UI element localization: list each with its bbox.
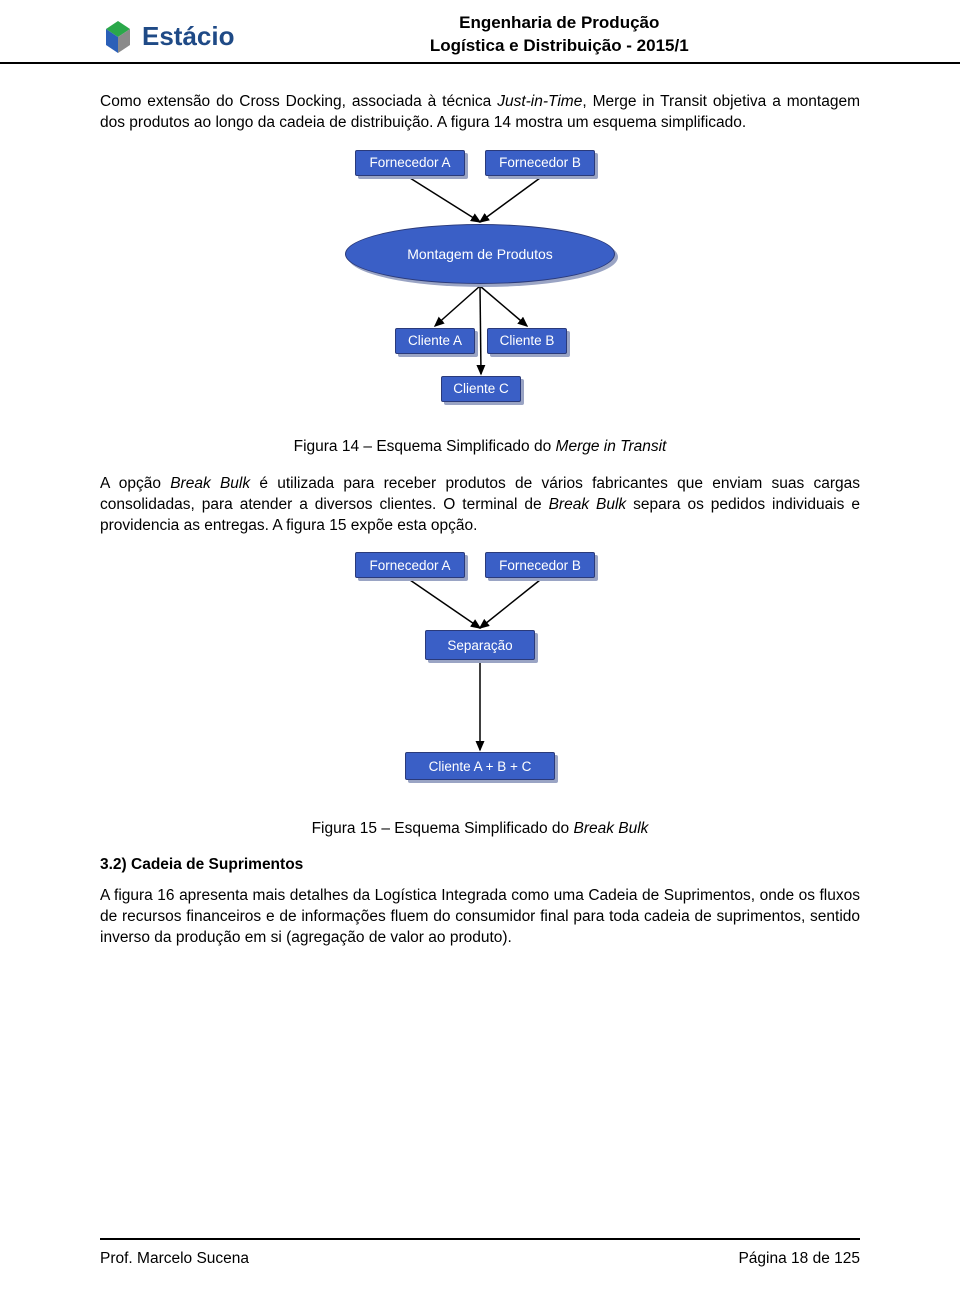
diagram-14-wrap: Fornecedor A Fornecedor B Montagem de Prod… [100, 150, 860, 430]
paragraph-2: A opção Break Bulk é utilizada para rece… [100, 474, 860, 537]
header-title-1: Engenharia de Produção [259, 12, 861, 35]
cap14-pre: Figura 14 – Esquema Simplificado do [294, 438, 556, 455]
diagram-edge [410, 178, 480, 222]
diagram-node-fb: Fornecedor B [485, 150, 595, 176]
diagram-node-cb: Cliente B [487, 328, 567, 354]
diagram-edge [410, 580, 480, 628]
cap15-it: Break Bulk [573, 820, 648, 837]
diagram-node-mp: Montagem de Produtos [345, 224, 615, 284]
diagram-14: Fornecedor A Fornecedor B Montagem de Prod… [315, 150, 645, 430]
cap14-it: Merge in Transit [556, 438, 667, 455]
p1-pre: Como extensão do Cross Docking, associad… [100, 93, 497, 110]
logo-mark [100, 19, 136, 55]
diagram-node-sep: Separação [425, 630, 535, 660]
p2-bb2: Break Bulk [549, 496, 627, 513]
diagram-15: Fornecedor A Fornecedor B Separação Cliente… [315, 552, 645, 812]
footer-right: Página 18 de 125 [738, 1250, 860, 1268]
page-footer: Prof. Marcelo Sucena Página 18 de 125 [100, 1250, 860, 1268]
diagram-node-fa: Fornecedor A [355, 552, 465, 578]
diagram-edge [480, 286, 481, 374]
caption-14: Figura 14 – Esquema Simplificado do Merg… [100, 438, 860, 456]
p2-pre: A opção [100, 475, 170, 492]
header-title-2: Logística e Distribuição - 2015/1 [259, 35, 861, 58]
cap15-pre: Figura 15 – Esquema Simplificado do [312, 820, 574, 837]
header-titles: Engenharia de Produção Logística e Distr… [259, 12, 861, 62]
diagram-edge [480, 580, 540, 628]
p1-jit: Just-in-Time [497, 93, 582, 110]
section-heading: 3.2) Cadeia de Suprimentos [100, 856, 860, 874]
diagram-edge [480, 286, 527, 326]
paragraph-1: Como extensão do Cross Docking, associad… [100, 92, 860, 134]
diagram-edge [480, 178, 540, 222]
page-content: Como extensão do Cross Docking, associad… [0, 64, 960, 949]
diagram-15-wrap: Fornecedor A Fornecedor B Separação Cliente… [100, 552, 860, 812]
diagram-node-fb: Fornecedor B [485, 552, 595, 578]
paragraph-3: A figura 16 apresenta mais detalhes da L… [100, 886, 860, 949]
caption-15: Figura 15 – Esquema Simplificado do Brea… [100, 820, 860, 838]
diagram-node-cc: Cliente C [441, 376, 521, 402]
diagram-edge [435, 286, 480, 326]
diagram-node-cabc: Cliente A + B + C [405, 752, 555, 780]
p2-bb1: Break Bulk [170, 475, 250, 492]
page-header: Estácio Engenharia de Produção Logística… [0, 0, 960, 64]
footer-left: Prof. Marcelo Sucena [100, 1250, 249, 1268]
logo: Estácio [100, 19, 235, 55]
logo-text: Estácio [142, 21, 235, 52]
diagram-node-fa: Fornecedor A [355, 150, 465, 176]
footer-rule [100, 1238, 860, 1240]
diagram-node-ca: Cliente A [395, 328, 475, 354]
